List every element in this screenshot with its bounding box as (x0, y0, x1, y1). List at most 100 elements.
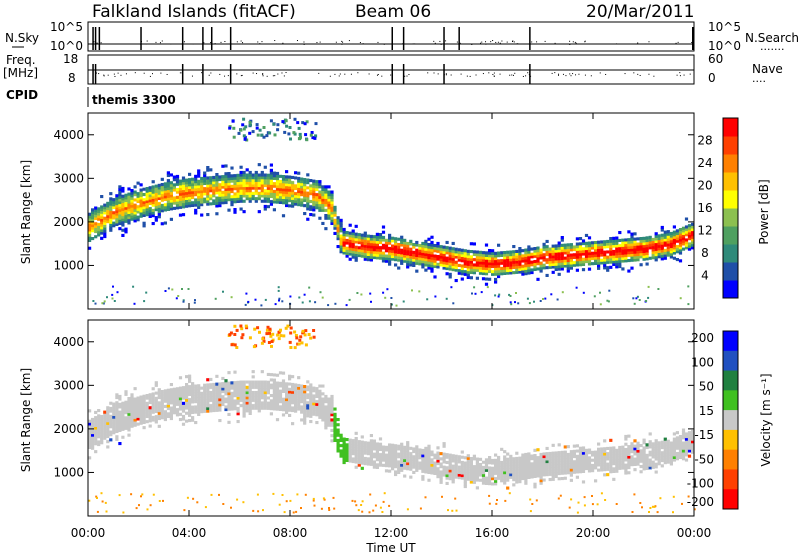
power-cell (556, 298, 559, 301)
power-cell (260, 304, 263, 307)
power-cell (666, 232, 670, 236)
velocity-cell (548, 465, 552, 469)
velocity-cell (657, 451, 661, 455)
power-cell (684, 217, 689, 221)
power-cell (327, 198, 331, 202)
velocity-cell (148, 419, 152, 423)
power-cell (127, 192, 131, 196)
velocity-cell (642, 449, 646, 453)
velocity-cell (272, 386, 276, 390)
power-cell (315, 187, 319, 191)
velocity-cell (230, 407, 234, 411)
velocity-cell (687, 441, 692, 445)
nave-point (551, 72, 553, 74)
power-cell (563, 246, 567, 250)
velocity-cell (463, 469, 467, 473)
velocity-cell (327, 402, 331, 406)
nsky-point (282, 42, 284, 44)
power-cell (551, 244, 555, 248)
velocity-cell (515, 464, 519, 468)
velocity-cell (94, 421, 98, 425)
velocity-cell (118, 421, 122, 425)
velocity-cell (494, 479, 498, 483)
power-cell (684, 246, 689, 250)
power-cell (215, 180, 219, 184)
velocity-cell (181, 401, 186, 405)
power-cell (369, 250, 373, 254)
velocity-cell (106, 421, 110, 425)
velocity-cell (103, 436, 107, 440)
velocity-cell (451, 456, 455, 460)
power-cell (206, 194, 210, 198)
power-cell (539, 264, 543, 268)
power-cell (221, 183, 225, 187)
velocity-cell (368, 511, 371, 514)
velocity-cell (575, 470, 579, 474)
power-cell (315, 195, 319, 199)
power-cell (672, 238, 676, 242)
power-cell (314, 122, 318, 126)
velocity-cell (200, 391, 204, 395)
velocity-cell (306, 388, 310, 392)
power-cell (109, 220, 113, 224)
velocity-cell (672, 432, 676, 436)
power-cell (375, 240, 379, 244)
velocity-cell (391, 454, 395, 458)
velocity-cell (230, 397, 234, 401)
power-cell (127, 213, 131, 217)
power-cell (394, 250, 398, 254)
velocity-cell (575, 449, 579, 453)
velocity-cell (554, 451, 558, 455)
velocity-cell (624, 437, 628, 441)
power-cell (527, 255, 531, 259)
velocity-cell (642, 459, 646, 463)
nsearch-tick-top: 10^5 (708, 20, 741, 34)
velocity-cell (354, 437, 358, 441)
power-cell (233, 210, 237, 214)
power-cell (600, 258, 604, 262)
power-cell (257, 176, 261, 180)
velocity-cell (163, 404, 167, 408)
velocity-cell (421, 467, 425, 471)
velocity-cell (645, 459, 649, 463)
velocity-cell (200, 394, 204, 398)
power-cell (369, 258, 373, 262)
power-cell (109, 218, 113, 222)
power-cell (133, 302, 136, 305)
nave-point (639, 74, 641, 76)
power-cell (330, 214, 334, 218)
power-cell (578, 247, 583, 251)
velocity-cell (581, 467, 586, 471)
velocity-cell (227, 384, 231, 388)
velocity-cell (333, 507, 336, 510)
power-cell (681, 231, 686, 235)
velocity-cell (439, 457, 443, 461)
velocity-cell (251, 375, 255, 379)
velocity-cell (181, 414, 186, 418)
power-cell (151, 193, 155, 197)
power-cell (363, 247, 367, 251)
power-cell (460, 264, 464, 268)
velocity-cell (251, 398, 255, 402)
velocity-cell (260, 406, 264, 410)
power-cell (363, 242, 367, 246)
power-cell (639, 250, 643, 254)
velocity-cell (291, 393, 295, 397)
velocity-cell (624, 463, 628, 467)
velocity-cell (500, 479, 504, 483)
power-cell (239, 176, 243, 180)
velocity-cell (124, 411, 128, 415)
power-cell (527, 266, 531, 270)
power-cell (248, 186, 252, 190)
velocity-cell (557, 453, 561, 457)
velocity-cell (133, 408, 137, 412)
power-cell (666, 243, 670, 247)
velocity-cell (457, 470, 461, 474)
velocity-cell (209, 393, 213, 397)
nsky-point (240, 40, 242, 42)
velocity-cell (633, 493, 636, 496)
velocity-cell (536, 469, 540, 473)
velocity-cell (257, 401, 261, 405)
velocity-cell (245, 388, 249, 392)
velocity-cell (488, 476, 492, 480)
